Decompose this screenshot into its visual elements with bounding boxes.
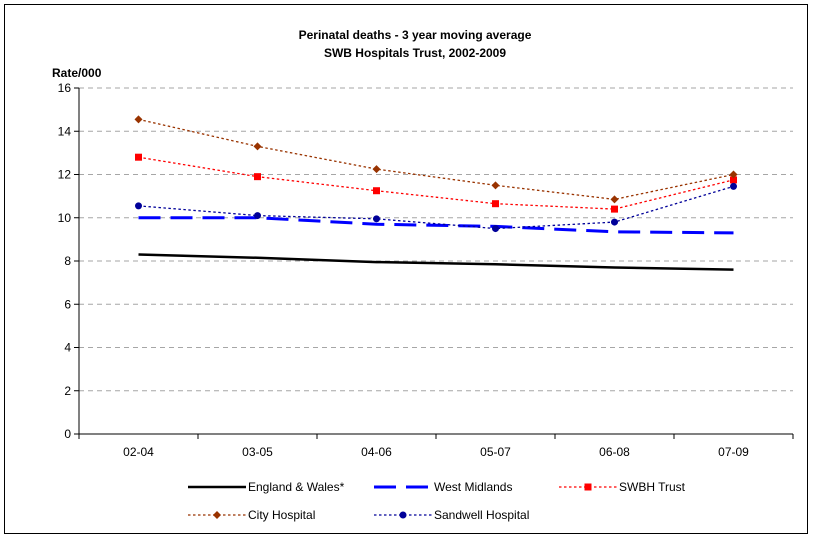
- series-line: [138, 156, 734, 210]
- x-tick-label: 07-09: [718, 445, 749, 459]
- data-point: [253, 142, 262, 151]
- series-lines: [134, 115, 738, 271]
- data-point: [135, 202, 142, 210]
- data-point: [610, 195, 619, 204]
- axes: 0 2 4 6 8 10 12 14 16 02-04 03-05 04-06 05-07 06-08 07…: [58, 81, 794, 459]
- x-tick-label: 05-07: [480, 445, 511, 459]
- legend-item: Sandwell Hospital: [374, 508, 529, 522]
- series-2: [135, 153, 737, 213]
- x-tick-label: 03-05: [242, 445, 273, 459]
- series-line: [138, 216, 734, 235]
- data-point: [584, 483, 592, 491]
- x-tick-label: 06-08: [599, 445, 630, 459]
- y-tick-label: 0: [64, 427, 71, 441]
- y-tick-label: 16: [58, 81, 72, 95]
- legend-label: England & Wales*: [248, 480, 345, 494]
- data-point: [730, 176, 737, 184]
- series-3: [134, 115, 738, 204]
- y-tick-label: 12: [58, 168, 72, 182]
- legend-item: England & Wales*: [188, 480, 345, 494]
- legend-label: SWBH Trust: [619, 480, 686, 494]
- data-point: [399, 511, 407, 519]
- data-point: [213, 511, 221, 519]
- legend-label: City Hospital: [248, 508, 315, 522]
- series-line: [138, 118, 734, 201]
- data-point: [611, 218, 618, 226]
- data-point: [492, 225, 499, 233]
- series-line: [138, 253, 734, 271]
- series-4: [135, 182, 737, 233]
- data-point: [373, 187, 380, 195]
- legend-label: West Midlands: [434, 480, 512, 494]
- legend-item: West Midlands: [374, 480, 512, 494]
- data-point: [372, 165, 381, 174]
- chart-title: Perinatal deaths - 3 year moving average: [299, 28, 532, 42]
- series-line: [138, 185, 734, 230]
- legend-item: SWBH Trust: [559, 480, 686, 494]
- x-tick-label: 04-06: [361, 445, 392, 459]
- chart-subtitle: SWB Hospitals Trust, 2002-2009: [324, 46, 506, 60]
- x-tick-label: 02-04: [123, 445, 154, 459]
- legend-item: City Hospital: [188, 508, 315, 522]
- y-tick-label: 8: [64, 254, 71, 268]
- series-0: [138, 253, 734, 271]
- y-axis-label: Rate/000: [52, 66, 102, 80]
- y-tick-label: 14: [58, 124, 72, 138]
- data-point: [373, 215, 380, 223]
- data-point: [254, 173, 261, 181]
- data-point: [135, 153, 142, 161]
- data-point: [611, 205, 618, 213]
- data-point: [730, 182, 737, 190]
- data-point: [134, 115, 143, 124]
- data-point: [491, 181, 500, 190]
- legend-label: Sandwell Hospital: [434, 508, 529, 522]
- legend: England & Wales* West Midlands SWBH Trust C…: [188, 480, 686, 522]
- series-1: [138, 216, 734, 235]
- data-point: [729, 170, 738, 179]
- y-tick-label: 2: [64, 384, 71, 398]
- y-tick-label: 4: [64, 341, 71, 355]
- data-point: [254, 212, 261, 220]
- y-tick-label: 6: [64, 297, 71, 311]
- data-point: [492, 200, 499, 208]
- gridlines: [79, 87, 793, 392]
- y-tick-label: 10: [58, 211, 72, 225]
